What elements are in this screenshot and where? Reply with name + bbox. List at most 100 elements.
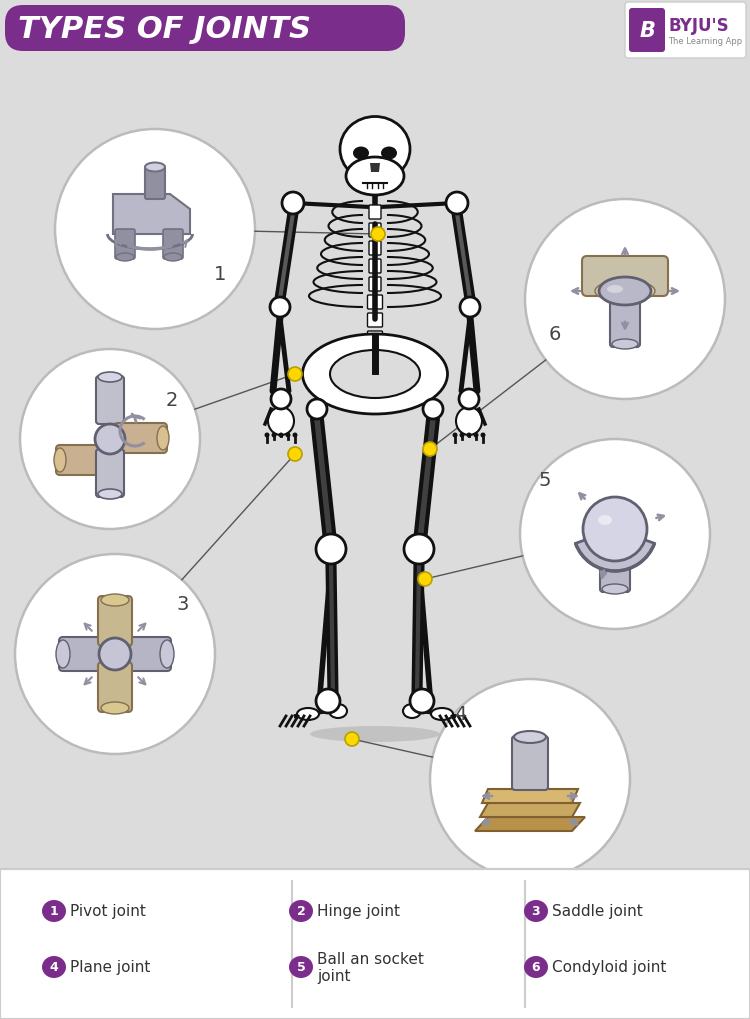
Text: The Learning App: The Learning App	[668, 37, 742, 46]
Ellipse shape	[268, 408, 294, 435]
FancyBboxPatch shape	[512, 737, 548, 790]
Circle shape	[459, 389, 479, 410]
Text: TYPES OF JOINTS: TYPES OF JOINTS	[18, 14, 311, 44]
Circle shape	[423, 399, 443, 420]
Text: Condyloid joint: Condyloid joint	[552, 960, 666, 974]
FancyBboxPatch shape	[123, 637, 171, 672]
Text: 5: 5	[538, 470, 551, 489]
FancyBboxPatch shape	[5, 6, 405, 52]
Ellipse shape	[381, 148, 397, 160]
Ellipse shape	[297, 708, 319, 720]
Circle shape	[99, 638, 131, 671]
FancyBboxPatch shape	[0, 869, 750, 1019]
FancyBboxPatch shape	[96, 377, 124, 425]
FancyBboxPatch shape	[115, 229, 135, 260]
Circle shape	[404, 535, 434, 565]
Polygon shape	[482, 790, 578, 803]
FancyBboxPatch shape	[368, 296, 382, 310]
Circle shape	[430, 680, 630, 879]
Ellipse shape	[164, 254, 182, 262]
Polygon shape	[475, 817, 585, 832]
Text: 4: 4	[50, 961, 58, 973]
FancyBboxPatch shape	[98, 662, 132, 712]
Text: 6: 6	[532, 961, 540, 973]
Ellipse shape	[340, 117, 410, 182]
Text: 1: 1	[214, 265, 226, 284]
FancyBboxPatch shape	[625, 3, 746, 59]
Ellipse shape	[98, 373, 122, 382]
Circle shape	[316, 535, 346, 565]
Text: BYJU'S: BYJU'S	[668, 17, 728, 35]
Polygon shape	[370, 164, 380, 173]
Ellipse shape	[329, 704, 347, 718]
FancyBboxPatch shape	[96, 449, 124, 497]
Circle shape	[520, 439, 710, 630]
Ellipse shape	[612, 339, 638, 350]
Polygon shape	[480, 803, 580, 817]
Circle shape	[270, 298, 290, 318]
Ellipse shape	[98, 489, 122, 499]
Ellipse shape	[599, 278, 651, 306]
Text: Hinge joint: Hinge joint	[317, 904, 400, 918]
Ellipse shape	[602, 585, 628, 594]
Text: 4: 4	[454, 705, 466, 723]
FancyBboxPatch shape	[369, 260, 381, 274]
Text: 1: 1	[50, 905, 58, 917]
Circle shape	[292, 433, 298, 438]
Ellipse shape	[145, 163, 165, 172]
Ellipse shape	[456, 408, 482, 435]
Circle shape	[466, 433, 472, 438]
Text: Plane joint: Plane joint	[70, 960, 151, 974]
FancyBboxPatch shape	[368, 331, 382, 345]
FancyBboxPatch shape	[59, 637, 107, 672]
Ellipse shape	[160, 640, 174, 668]
Ellipse shape	[101, 702, 129, 714]
FancyBboxPatch shape	[369, 206, 381, 220]
Ellipse shape	[524, 956, 548, 978]
Circle shape	[460, 298, 480, 318]
Polygon shape	[113, 195, 190, 234]
Text: 5: 5	[297, 961, 305, 973]
FancyBboxPatch shape	[369, 224, 381, 237]
Circle shape	[446, 193, 468, 215]
Ellipse shape	[289, 900, 313, 922]
FancyBboxPatch shape	[56, 445, 109, 476]
Text: B: B	[639, 21, 655, 41]
Text: 3: 3	[177, 595, 189, 613]
Circle shape	[272, 433, 277, 438]
Ellipse shape	[116, 254, 134, 262]
Text: 6: 6	[549, 325, 561, 344]
Ellipse shape	[101, 594, 129, 606]
Wedge shape	[575, 530, 655, 572]
Ellipse shape	[302, 334, 448, 415]
Ellipse shape	[42, 956, 66, 978]
Ellipse shape	[310, 727, 440, 742]
FancyBboxPatch shape	[582, 257, 668, 297]
Circle shape	[55, 129, 255, 330]
FancyBboxPatch shape	[368, 314, 382, 328]
Text: 2: 2	[297, 905, 305, 917]
Circle shape	[286, 433, 290, 438]
Circle shape	[460, 433, 464, 438]
Circle shape	[20, 350, 200, 530]
Ellipse shape	[289, 956, 313, 978]
FancyBboxPatch shape	[610, 291, 640, 347]
Ellipse shape	[595, 280, 655, 303]
Ellipse shape	[56, 640, 70, 668]
FancyBboxPatch shape	[369, 278, 381, 291]
Circle shape	[371, 228, 385, 242]
Circle shape	[282, 193, 304, 215]
Ellipse shape	[330, 351, 420, 398]
Text: 2: 2	[166, 390, 178, 409]
Ellipse shape	[346, 158, 404, 196]
FancyBboxPatch shape	[145, 168, 165, 200]
FancyBboxPatch shape	[600, 532, 630, 592]
Circle shape	[583, 497, 647, 561]
Ellipse shape	[431, 708, 453, 720]
Circle shape	[345, 733, 359, 746]
FancyBboxPatch shape	[368, 350, 382, 364]
Text: Saddle joint: Saddle joint	[552, 904, 643, 918]
Ellipse shape	[514, 732, 546, 743]
FancyBboxPatch shape	[114, 424, 167, 453]
Ellipse shape	[42, 900, 66, 922]
